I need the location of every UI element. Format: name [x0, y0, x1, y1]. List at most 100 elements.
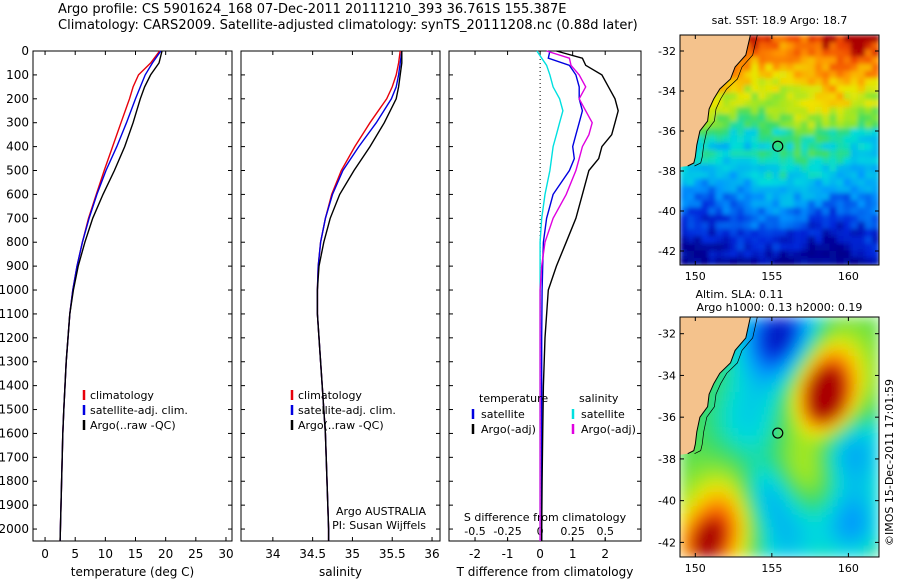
map-cell [793, 92, 802, 101]
map-cell [807, 429, 816, 438]
map-cell [786, 347, 795, 356]
map-cell [807, 452, 816, 461]
map-cell [822, 63, 830, 72]
map-cell [751, 193, 759, 201]
map-cell [701, 121, 709, 130]
map-cell [815, 214, 823, 223]
x-tick-label: 15 [128, 547, 143, 561]
map-cell [829, 332, 837, 341]
map-cell [864, 347, 873, 356]
x-tick-label: 35.5 [379, 547, 406, 561]
map-cell [772, 467, 781, 476]
map-cell [779, 56, 788, 65]
map-cell [829, 99, 837, 108]
map-cell [729, 92, 738, 101]
map-cell [736, 193, 745, 201]
map-cell [722, 99, 731, 108]
map-cell [815, 150, 823, 158]
map-cell [815, 171, 823, 180]
map-cell [843, 135, 852, 144]
map-cell [815, 142, 823, 151]
map-cell [736, 121, 745, 130]
map-cell [822, 236, 830, 245]
map-cell [850, 128, 859, 137]
map-cell [701, 221, 709, 230]
map-cell [786, 121, 795, 130]
map-cell [829, 467, 837, 476]
map-cell [779, 171, 788, 180]
map-cell [822, 70, 830, 79]
map-cell [751, 164, 759, 173]
map-cell [864, 534, 873, 543]
map-cell [736, 250, 745, 259]
map-cell [765, 99, 773, 108]
map-cell [708, 150, 717, 158]
isobath-line [694, 35, 758, 167]
map-cell [815, 512, 823, 521]
map-cell [736, 429, 745, 438]
map-cell [729, 437, 738, 446]
map-cell [715, 207, 724, 216]
map-cell [694, 164, 702, 173]
map-cell [850, 482, 859, 491]
map-cell [744, 121, 752, 130]
map-cell [744, 377, 752, 386]
map-cell [829, 142, 837, 151]
map-cell [871, 512, 879, 521]
map-cell [751, 70, 759, 79]
map-cell [857, 542, 866, 551]
map-cell [751, 49, 759, 58]
map-cell [687, 178, 695, 187]
map-cell [729, 70, 738, 79]
map-cell [822, 497, 830, 506]
map-cell [722, 92, 731, 101]
map-cell [807, 504, 816, 513]
map-cell [786, 392, 795, 401]
map-cell [779, 527, 788, 536]
x-axis-label: salinity [319, 565, 362, 579]
map-cell [815, 56, 823, 65]
map-cell [843, 437, 852, 446]
map-cell [807, 512, 816, 521]
map-cell [715, 399, 724, 408]
map-cell [807, 70, 816, 79]
map-cell [736, 164, 745, 173]
map-cell [793, 317, 802, 326]
map-cell [836, 369, 845, 378]
map-cell [708, 504, 717, 513]
map-cell [843, 236, 852, 245]
map-cell [786, 214, 795, 223]
map-cell [758, 49, 766, 58]
map-cell [815, 452, 823, 461]
map-cell [736, 542, 745, 551]
map-cell [701, 414, 709, 423]
map-cell [800, 497, 809, 506]
map-cell [836, 35, 845, 43]
map-cell [836, 377, 845, 386]
map-cell [779, 257, 788, 265]
map-cell [772, 542, 781, 551]
map-cell [857, 324, 866, 333]
map-cell [680, 549, 688, 557]
map-cell [829, 49, 837, 58]
map-cell [793, 106, 802, 115]
map-cell [836, 339, 845, 348]
map-cell [765, 422, 773, 431]
map-cell [793, 549, 802, 557]
map-cell [864, 236, 873, 245]
map-cell [822, 384, 830, 393]
map-cell [850, 106, 859, 115]
map-cell [857, 527, 866, 536]
map-cell [786, 399, 795, 408]
map-cell [694, 452, 702, 461]
map-cell [751, 317, 759, 326]
map-cell [800, 99, 809, 108]
map-cell [786, 474, 795, 483]
map-cell [751, 99, 759, 108]
map-cell [694, 519, 702, 528]
map-cell [729, 128, 738, 137]
map-cell [843, 354, 852, 363]
map-cell [736, 474, 745, 483]
map-cell [729, 200, 738, 209]
map-cell [864, 49, 873, 58]
